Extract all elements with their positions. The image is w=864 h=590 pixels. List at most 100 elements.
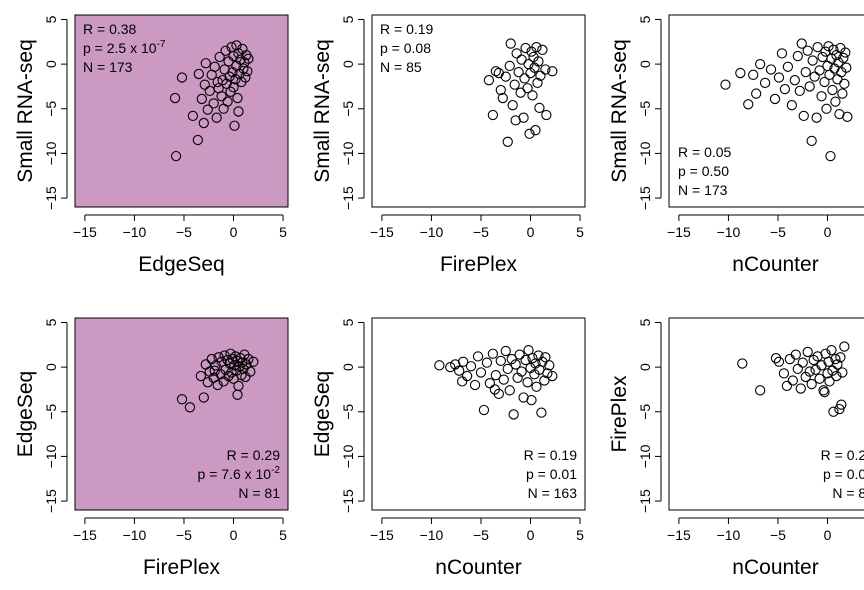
data-point [208,98,219,109]
data-point [489,384,500,395]
p-value-label: p = 0.50 [678,163,729,179]
y-tick-label: −10 [340,141,356,165]
data-point [720,79,731,90]
data-point [454,365,465,376]
data-point [835,352,846,363]
x-tick-label: −10 [123,527,147,543]
data-point [787,375,798,386]
data-point [754,385,766,396]
data-point [196,93,207,105]
data-point [837,88,848,99]
data-point [502,363,513,375]
data-point [808,354,819,366]
y-tick-label: 0 [637,363,653,371]
scatter-panel-2: −15 −10 −5 0 5 −15 −10 −5 0 5 FirePlex Small RNA-se… [311,14,586,276]
data-point [195,370,206,382]
data-point [222,96,233,107]
data-point [445,361,456,373]
y-axis-title: EdgeSeq [14,371,37,457]
data-point [219,64,230,75]
data-point [827,84,838,96]
data-point [834,403,845,415]
scatter-panel-1: −15 −10 −5 0 5 −15 −10 −5 0 5 EdgeSeq Small RNA-seq… [14,14,289,276]
data-point [235,353,246,364]
x-tick-label: −10 [717,224,741,240]
data-point [510,359,521,370]
data-point [519,73,530,84]
data-point [198,392,209,403]
data-point [504,385,515,396]
data-point [240,72,251,83]
data-point [532,77,543,89]
data-point [522,83,533,94]
data-point [809,71,820,82]
data-point [841,62,852,73]
data-point [170,150,182,162]
x-tick-label: 0 [824,527,832,543]
data-point [800,371,811,383]
data-point [490,370,501,381]
correlation-r-label: R = 0.05 [678,144,732,160]
data-point [537,44,548,55]
x-tick-label: 0 [527,527,535,543]
y-axis-title: Small RNA-seq [14,39,37,183]
data-point [465,361,477,372]
y-tick-label: −10 [340,444,356,468]
y-tick-label: −5 [637,101,653,117]
data-point [540,352,551,363]
p-value-label: p = 7.6 x 10-2 [198,465,281,482]
y-tick-label: 0 [637,60,653,68]
data-point [821,103,832,114]
data-point [792,50,803,62]
data-point [796,38,807,49]
p-value-text: p = 0.50 [678,163,729,179]
data-point [839,341,850,352]
data-point [511,48,522,59]
data-point [223,370,234,382]
data-point [509,79,520,90]
x-tick-label: −10 [123,224,147,240]
y-tick-label: −5 [340,404,356,420]
correlation-r-label: R = 0.19 [524,447,578,463]
data-point [779,83,791,95]
data-point [513,67,524,78]
data-point [510,115,521,126]
data-point [229,120,240,131]
data-point [798,110,809,122]
data-point [547,370,558,382]
data-point [533,56,544,67]
data-point [505,38,516,49]
data-point [516,366,527,377]
data-point [507,100,518,111]
data-point [825,150,836,162]
data-point [544,360,555,371]
y-tick-label: 5 [637,318,653,326]
y-tick-label: 5 [340,15,356,23]
data-point [518,112,529,123]
correlation-r-label: R = 0.38 [83,21,137,37]
data-point [469,379,481,391]
data-point [818,385,829,396]
y-axis-title: FirePlex [608,375,631,453]
data-point [769,93,781,105]
x-axis-title: nCounter [435,556,521,579]
data-point [216,91,227,102]
data-point [232,92,243,104]
data-point [830,96,841,107]
data-point [518,392,529,403]
data-point [806,135,817,147]
y-tick-label: −15 [340,489,356,513]
x-tick-label: 5 [279,527,287,543]
data-point [773,356,785,367]
data-point [776,48,788,59]
data-point [781,380,793,392]
data-point [212,76,223,88]
data-point [547,66,558,77]
x-tick-label: −10 [717,527,741,543]
data-point [504,60,515,72]
data-point [192,134,203,146]
data-point [797,357,808,368]
data-point [531,41,542,53]
p-value-text: p = 7.6 x 10 [198,466,272,482]
y-tick-label: 0 [43,363,59,371]
